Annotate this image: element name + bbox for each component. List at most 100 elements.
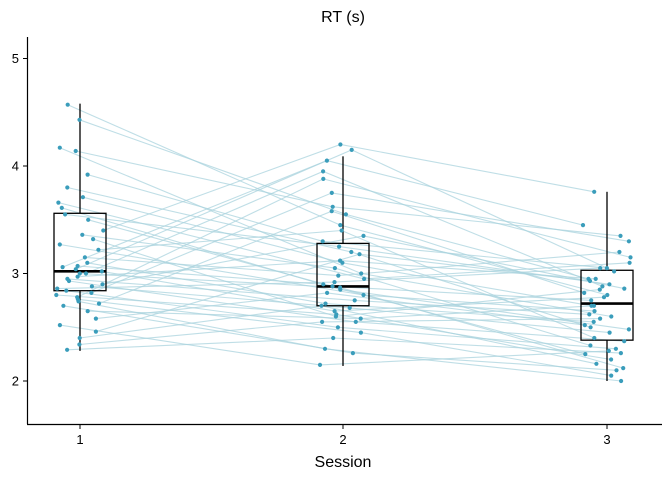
data-point (321, 169, 326, 174)
data-point (77, 335, 82, 341)
data-point (587, 278, 593, 284)
data-point (96, 247, 101, 252)
data-point (339, 228, 344, 233)
data-point (617, 249, 622, 255)
data-point (349, 249, 354, 255)
subject-line (103, 143, 595, 232)
data-point (80, 195, 85, 200)
data-point (85, 260, 90, 265)
data-point (65, 185, 70, 190)
data-point (321, 176, 326, 181)
data-point (588, 325, 593, 330)
data-point (350, 351, 355, 356)
data-point (320, 319, 325, 324)
data-point (609, 314, 614, 319)
data-point (100, 282, 105, 287)
data-point (64, 288, 69, 293)
data-point (329, 209, 334, 214)
data-point (605, 292, 610, 298)
data-point (57, 242, 62, 247)
data-point (330, 284, 335, 289)
subject-line (75, 150, 621, 237)
data-point (593, 276, 598, 281)
data-point (338, 223, 343, 228)
data-point (628, 255, 633, 260)
data-point (604, 266, 610, 271)
data-point (63, 212, 68, 217)
data-point (320, 239, 325, 244)
data-point (597, 287, 602, 292)
data-point (591, 319, 596, 324)
data-point (330, 204, 335, 209)
data-point (361, 292, 366, 298)
data-point (334, 312, 339, 317)
data-point (319, 303, 324, 308)
data-point (96, 301, 102, 306)
data-point (607, 282, 612, 287)
data-point (619, 378, 624, 384)
data-point (65, 102, 70, 107)
subject-line (62, 160, 584, 268)
chart-title: RT (s) (321, 9, 365, 26)
data-point (337, 244, 342, 249)
data-point (583, 352, 588, 357)
data-point (352, 298, 357, 303)
boxplot-3 (580, 191, 634, 381)
data-point (57, 323, 63, 328)
data-point (75, 263, 80, 269)
subject-line (67, 278, 590, 315)
data-point (601, 295, 607, 300)
data-point (362, 276, 367, 281)
data-point (607, 330, 612, 335)
data-point (61, 303, 66, 308)
data-point (336, 273, 341, 278)
y-tick-label: 5 (12, 51, 19, 66)
data-point (77, 271, 82, 276)
data-point (591, 303, 597, 308)
data-point (77, 117, 82, 122)
box (580, 269, 634, 341)
data-point (343, 212, 348, 217)
data-point (600, 284, 605, 289)
data-point (609, 373, 614, 378)
data-point (587, 312, 592, 317)
y-tick-label: 4 (12, 159, 19, 174)
data-point (60, 265, 65, 270)
data-point (73, 267, 78, 272)
data-point (609, 357, 614, 362)
x-tick-label: 3 (603, 432, 610, 447)
data-point (332, 309, 337, 314)
data-point (89, 290, 94, 295)
data-point (613, 346, 619, 351)
data-point (65, 347, 70, 352)
data-point (592, 335, 597, 341)
data-point (626, 327, 632, 332)
box (316, 242, 370, 307)
data-points (54, 102, 633, 384)
data-point (57, 145, 62, 150)
data-point (91, 237, 96, 242)
data-point (618, 351, 624, 356)
data-point (89, 284, 94, 289)
data-point (55, 286, 60, 291)
data-point (582, 323, 587, 328)
data-point (347, 305, 352, 310)
data-point (56, 200, 61, 205)
data-point (622, 286, 627, 291)
data-point (325, 290, 330, 295)
data-point (332, 266, 337, 271)
data-point (621, 366, 626, 371)
subject-line (87, 174, 607, 269)
subject-line (67, 104, 608, 296)
data-point (323, 301, 328, 306)
data-point (359, 271, 364, 276)
data-point (598, 266, 603, 271)
data-point (589, 298, 594, 303)
subject-line (95, 292, 585, 326)
x-tick-label: 2 (339, 432, 346, 447)
data-point (80, 232, 85, 237)
data-point (329, 190, 334, 195)
data-point (86, 217, 91, 222)
data-point (358, 330, 363, 335)
boxplot-2 (316, 156, 370, 366)
